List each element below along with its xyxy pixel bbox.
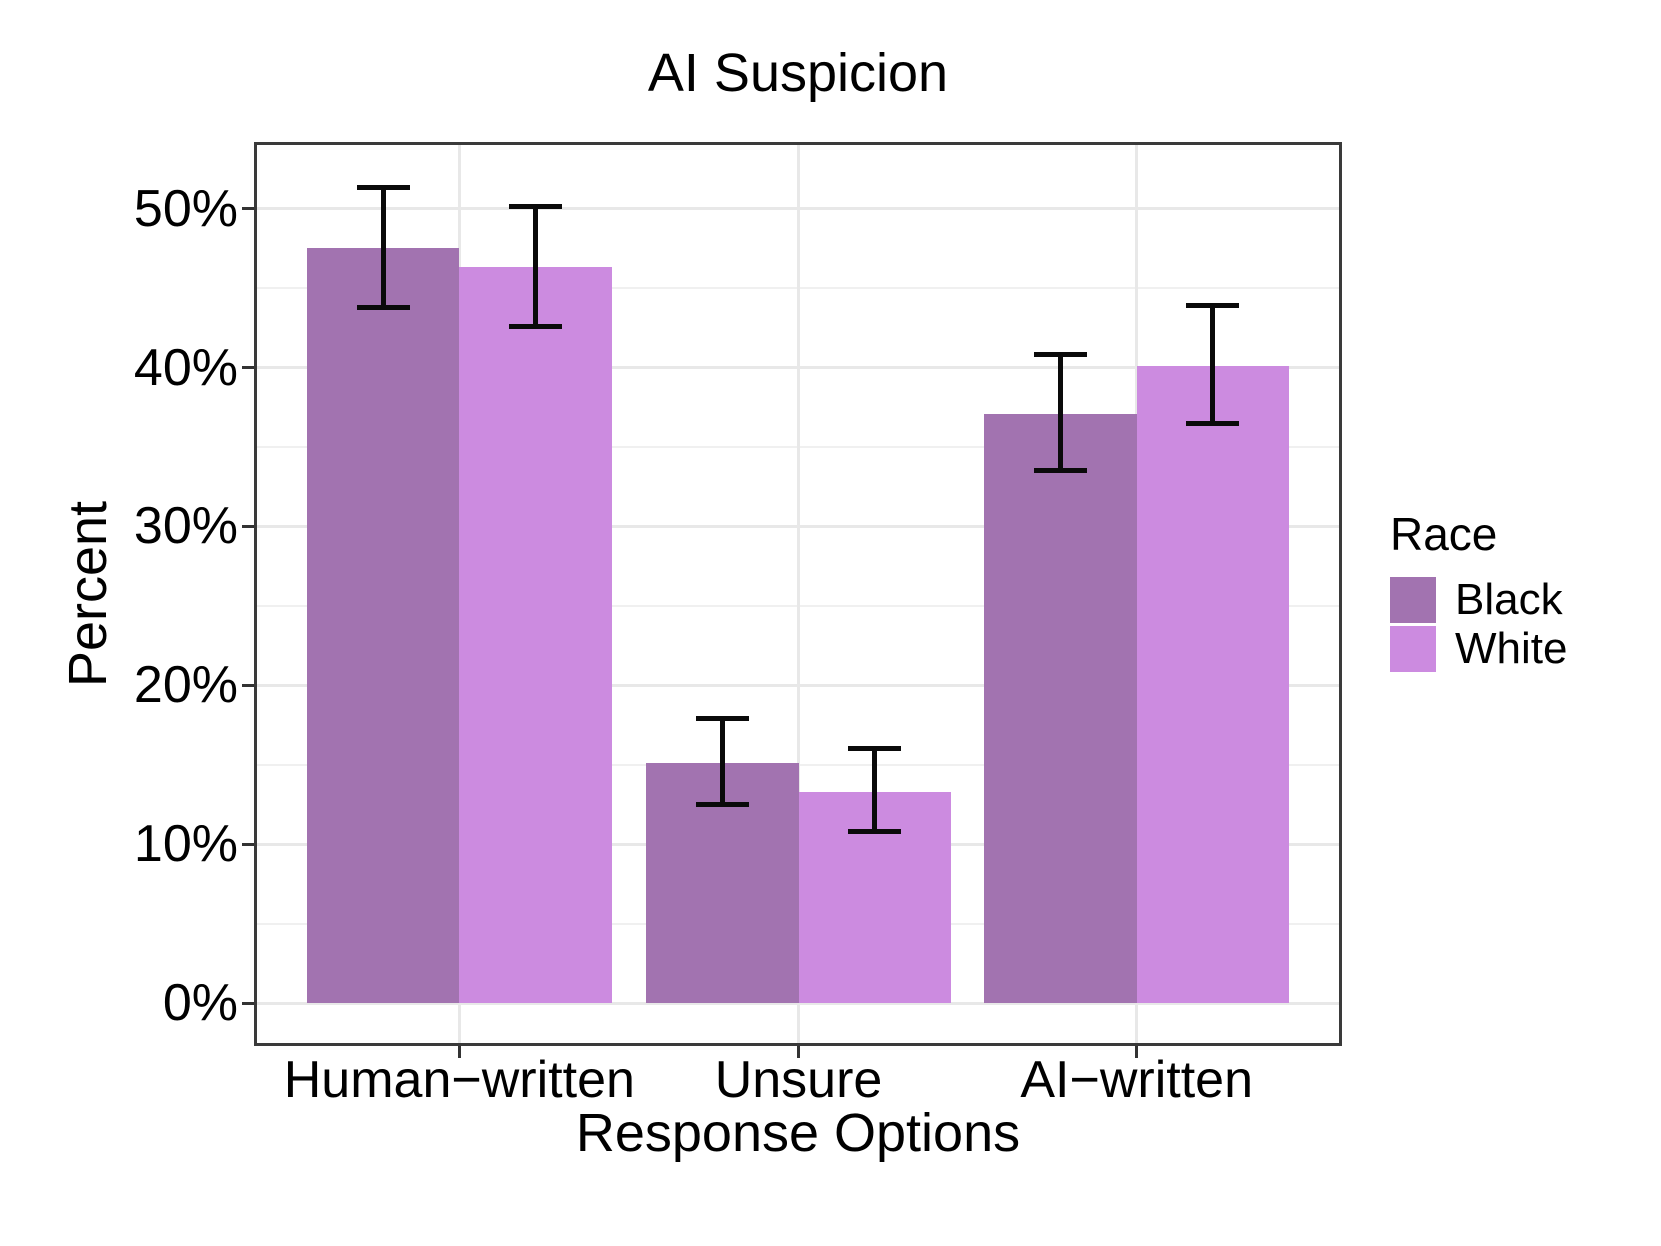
legend-title: Race bbox=[1390, 508, 1498, 560]
legend-swatch-white bbox=[1390, 626, 1436, 672]
y-tick-label: 20% bbox=[133, 656, 238, 715]
gridline-vertical bbox=[797, 145, 801, 1043]
error-bar-cap-bottom bbox=[1033, 468, 1087, 474]
bar-black-1 bbox=[306, 248, 460, 1004]
x-tick-label: Human−written bbox=[283, 1051, 635, 1109]
legend-swatch-black bbox=[1390, 577, 1436, 623]
legend-label-black: Black bbox=[1455, 575, 1563, 624]
x-axis-tick bbox=[1135, 1046, 1139, 1058]
error-bar-cap-top bbox=[695, 716, 749, 722]
error-bar-line bbox=[872, 748, 878, 832]
error-bar-cap-top bbox=[509, 204, 563, 210]
bar-black-3 bbox=[984, 413, 1137, 1004]
y-axis-tick bbox=[242, 366, 257, 369]
x-axis-title: Response Options bbox=[575, 1103, 1021, 1163]
bar-white-3 bbox=[1136, 365, 1290, 1004]
y-axis-title: Percent bbox=[58, 500, 118, 688]
y-tick-label: 40% bbox=[133, 338, 238, 397]
error-bar-cap-bottom bbox=[356, 304, 410, 310]
bar-white-1 bbox=[459, 267, 612, 1004]
x-tick-label: Unsure bbox=[714, 1051, 883, 1109]
y-tick-label: 30% bbox=[133, 497, 238, 556]
legend-label-white: White bbox=[1455, 624, 1568, 673]
error-bar-cap-top bbox=[1033, 352, 1087, 358]
error-bar-cap-bottom bbox=[848, 829, 902, 835]
y-axis-tick bbox=[242, 207, 257, 211]
error-bar-line bbox=[1210, 305, 1216, 424]
error-bar-cap-bottom bbox=[695, 802, 749, 808]
chart-title: AI Suspicion bbox=[647, 43, 949, 103]
error-bar-cap-bottom bbox=[509, 323, 563, 329]
error-bar-line bbox=[533, 206, 539, 327]
error-bar-line bbox=[380, 187, 386, 308]
x-tick-label: AI−written bbox=[1020, 1051, 1253, 1109]
y-axis-tick bbox=[242, 683, 257, 687]
y-tick-label: 50% bbox=[133, 179, 238, 238]
error-bar-cap-top bbox=[356, 185, 410, 191]
x-axis-tick bbox=[457, 1046, 461, 1058]
y-axis-tick bbox=[242, 842, 257, 846]
plot-panel-border bbox=[254, 142, 1342, 1046]
y-axis-tick bbox=[242, 524, 257, 528]
x-axis-tick bbox=[797, 1046, 801, 1058]
error-bar-line bbox=[1057, 354, 1063, 471]
error-bar-line bbox=[719, 718, 725, 805]
y-tick-label: 0% bbox=[162, 974, 238, 1033]
y-tick-label: 10% bbox=[133, 815, 238, 874]
error-bar-cap-top bbox=[848, 746, 902, 752]
error-bar-cap-bottom bbox=[1186, 420, 1240, 426]
y-axis-tick bbox=[242, 1001, 257, 1005]
error-bar-cap-top bbox=[1186, 303, 1240, 309]
